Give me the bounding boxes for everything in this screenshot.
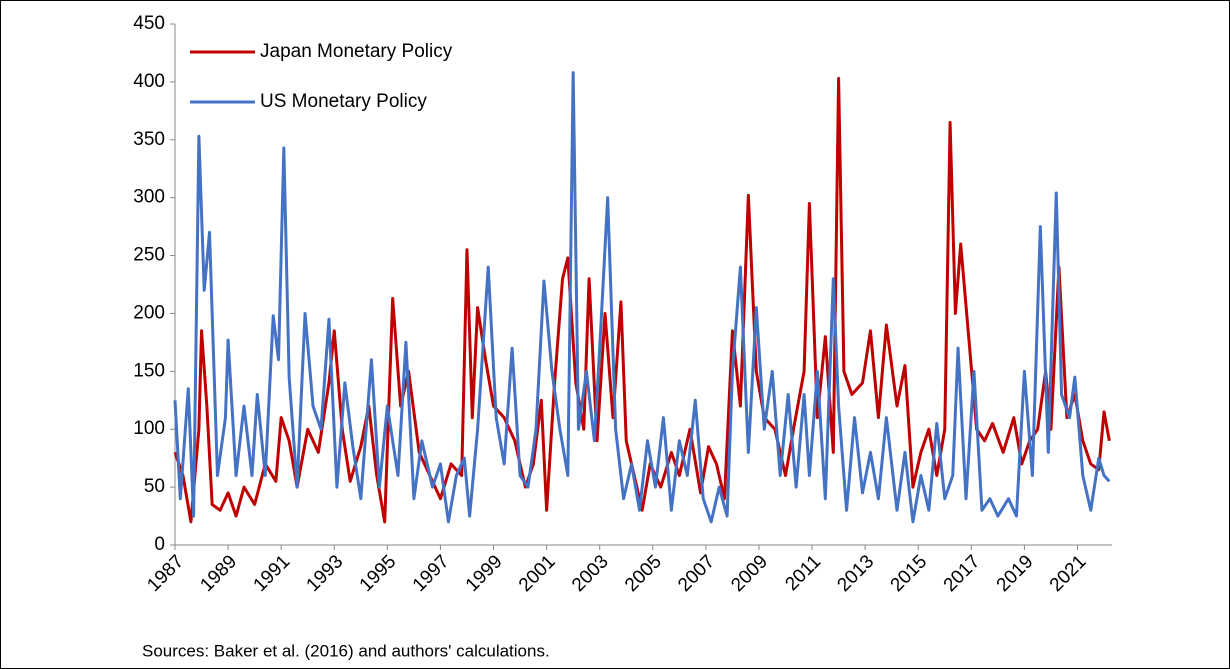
y-tick-label: 150: [133, 360, 165, 381]
y-tick-label: 50: [144, 476, 165, 497]
y-tick-label: 400: [133, 71, 165, 92]
y-tick-label: 0: [154, 534, 165, 555]
series-line: [173, 71, 1111, 524]
legend-label: US Monetary Policy: [260, 91, 427, 112]
y-tick-label: 250: [133, 245, 165, 266]
y-tick-label: 100: [133, 418, 165, 439]
source-note: Sources: Baker et al. (2016) and authors…: [142, 641, 550, 660]
legend-label: Japan Monetary Policy: [260, 41, 453, 62]
y-tick-label: 350: [133, 129, 165, 150]
y-tick-label: 300: [133, 187, 165, 208]
y-tick-label: 200: [133, 302, 165, 323]
y-tick-label: 450: [133, 13, 165, 34]
